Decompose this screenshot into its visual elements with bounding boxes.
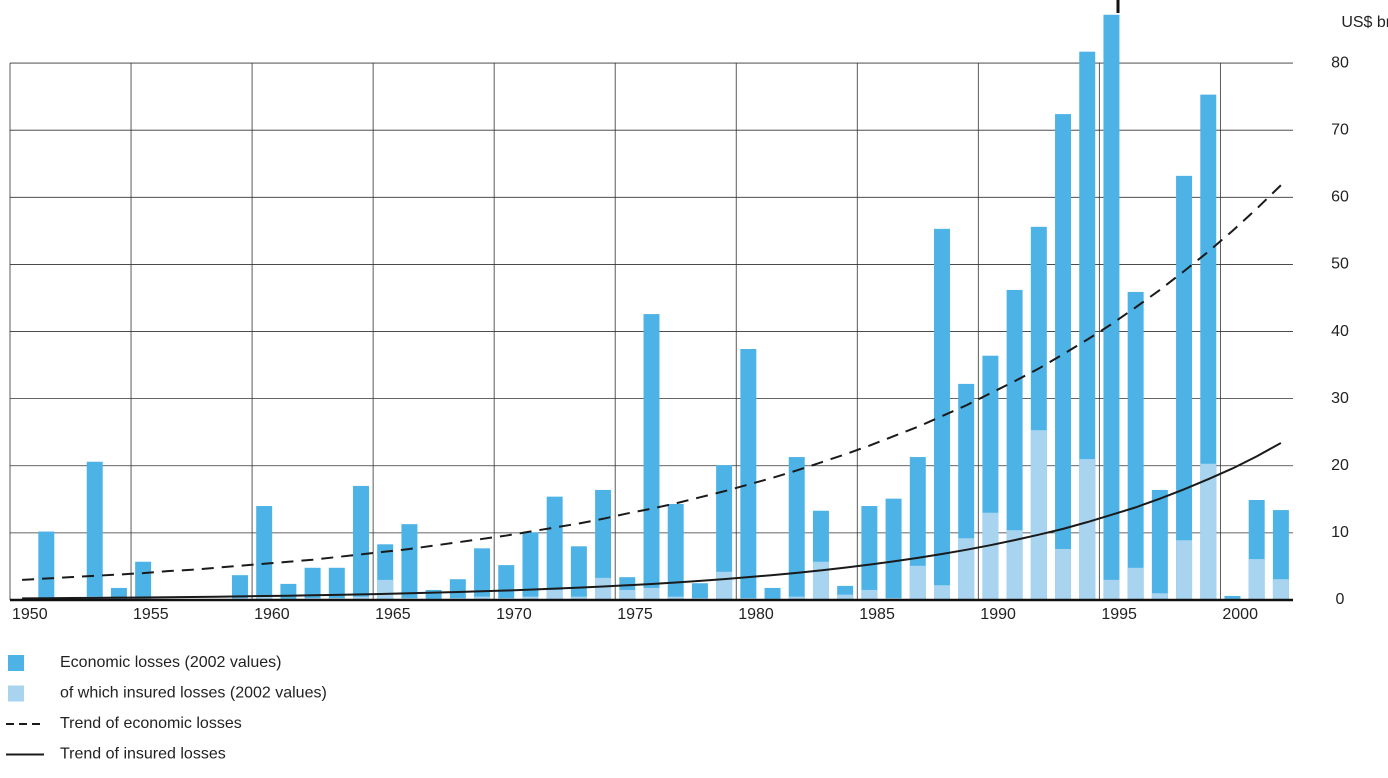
bar	[304, 567, 321, 600]
y-tick-label: 0	[1336, 591, 1345, 608]
bar	[1055, 114, 1072, 600]
bar	[861, 506, 878, 600]
x-tick-label: 1970	[496, 606, 532, 623]
bar	[425, 589, 442, 600]
x-tick-label: 1975	[617, 606, 653, 623]
bar	[546, 589, 563, 600]
x-tick-label: 1995	[1101, 606, 1137, 623]
bar	[1103, 579, 1120, 600]
bar	[522, 532, 539, 600]
bar	[328, 567, 345, 600]
bar	[716, 465, 733, 600]
bar	[1103, 14, 1120, 601]
bar	[401, 524, 418, 600]
bar	[1030, 430, 1047, 600]
bar	[1127, 291, 1144, 600]
bar	[377, 579, 394, 600]
bar	[1224, 595, 1241, 600]
bar	[667, 504, 684, 600]
bar	[498, 565, 515, 600]
bar	[740, 348, 757, 600]
y-tick-label: 70	[1331, 121, 1349, 138]
bar	[788, 457, 805, 600]
bar	[1176, 540, 1193, 600]
bar	[691, 583, 708, 600]
bar	[38, 531, 55, 600]
bar	[570, 546, 587, 600]
bar	[764, 587, 781, 600]
bar	[885, 498, 902, 600]
y-tick-label: 60	[1331, 189, 1349, 206]
bar	[958, 538, 975, 600]
bar	[474, 548, 491, 600]
bar	[812, 561, 829, 600]
y-tick-label: 20	[1331, 457, 1349, 474]
bar	[788, 596, 805, 600]
y-tick-label: 80	[1331, 54, 1349, 71]
x-tick-label: 1965	[375, 606, 411, 623]
bar	[474, 596, 491, 600]
bar	[1151, 489, 1168, 600]
bar	[909, 565, 926, 600]
bar	[667, 596, 684, 600]
bar	[1200, 463, 1217, 600]
y-tick-label: 40	[1331, 323, 1349, 340]
x-tick-label: 1955	[133, 606, 169, 623]
bar	[1006, 530, 1023, 600]
y-tick-label: 50	[1331, 256, 1349, 273]
bar	[570, 596, 587, 600]
bar	[1176, 175, 1193, 600]
y-tick-label: 10	[1331, 524, 1349, 541]
y-axis-label: US$ bn	[1341, 14, 1388, 31]
bar	[643, 314, 660, 600]
trend-line	[22, 442, 1282, 600]
bar	[1151, 593, 1168, 600]
x-tick-label: 1985	[859, 606, 895, 623]
bar	[837, 594, 854, 600]
bar	[353, 485, 369, 600]
bar	[280, 583, 297, 600]
bar	[86, 461, 103, 600]
bar	[546, 496, 563, 600]
bar	[256, 506, 273, 600]
bar	[643, 587, 660, 600]
legend-label: Economic losses (2002 values)	[60, 654, 281, 671]
bar	[353, 596, 369, 600]
bar	[1079, 459, 1096, 600]
bar	[982, 512, 999, 600]
bar	[1248, 559, 1265, 600]
bar	[619, 589, 636, 600]
x-tick-label: 1990	[980, 606, 1016, 623]
bar	[449, 579, 466, 600]
bar	[135, 561, 152, 600]
legend-swatch	[8, 685, 24, 702]
x-tick-label: 2000	[1222, 606, 1258, 623]
y-tick-label: 30	[1331, 390, 1349, 407]
bar	[861, 589, 878, 600]
trend-line	[22, 184, 1282, 581]
bar	[934, 585, 950, 600]
bar	[909, 457, 926, 600]
legend-label: Trend of economic losses	[60, 715, 242, 732]
bar	[934, 228, 950, 600]
x-tick-label: 1960	[254, 606, 290, 623]
legend-swatch	[8, 655, 24, 671]
bar	[1127, 567, 1144, 600]
bar	[1272, 510, 1289, 600]
bar	[1272, 579, 1289, 600]
bar	[522, 596, 539, 600]
legend-label: Trend of insured losses	[60, 746, 226, 763]
x-tick-label: 1950	[12, 606, 48, 623]
bar	[716, 571, 733, 600]
bar	[595, 577, 612, 600]
bar	[1006, 289, 1023, 600]
bar	[231, 575, 248, 600]
x-tick-label: 1980	[738, 606, 774, 623]
bar	[1055, 548, 1072, 600]
bar	[256, 596, 273, 600]
legend-label: of which insured losses (2002 values)	[60, 685, 327, 702]
